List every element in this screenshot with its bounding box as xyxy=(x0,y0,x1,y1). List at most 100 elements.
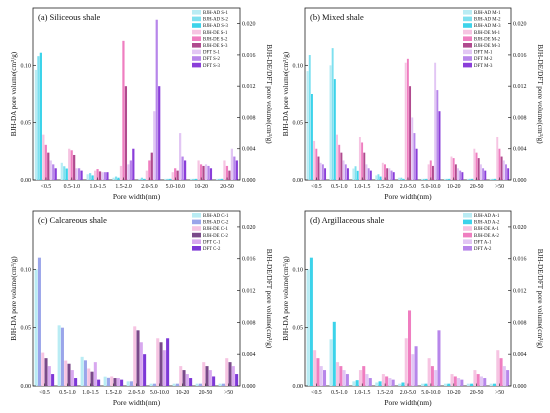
bar xyxy=(415,148,418,180)
bar xyxy=(457,168,459,180)
x-tick-label: 1.5-2.0 xyxy=(105,390,122,396)
bar xyxy=(421,178,423,180)
y-tick-label: 0.10 xyxy=(21,63,32,69)
bar xyxy=(189,378,193,386)
bar xyxy=(126,381,130,386)
bar xyxy=(453,376,457,386)
legend-swatch xyxy=(463,23,472,28)
legend-label: DFT S-1 xyxy=(203,51,220,56)
x-tick-label: 0.5-1.0 xyxy=(59,390,76,396)
bar xyxy=(404,338,408,386)
y-right-tick-label: 0.000 xyxy=(242,384,256,390)
x-tick-label: 20-50 xyxy=(199,390,213,396)
bar xyxy=(103,172,107,180)
bar xyxy=(233,156,236,180)
bar xyxy=(381,374,385,386)
bar xyxy=(158,86,161,180)
bar xyxy=(190,178,193,180)
chart-panel-2: 0.00 0.05 0.10 0.000 0.004 0.008 0.012 0.016 0.0… xyxy=(282,7,544,201)
bar xyxy=(120,379,124,386)
bar xyxy=(148,160,151,180)
bar xyxy=(355,380,359,386)
bar xyxy=(166,178,169,180)
bar xyxy=(96,169,99,180)
bar xyxy=(434,62,437,181)
bar xyxy=(475,152,478,180)
bar xyxy=(483,378,487,386)
bar xyxy=(482,168,485,180)
legend-label: BJH-DE S-3 xyxy=(203,44,228,49)
bar xyxy=(153,111,156,180)
x-tick-label: <0.5 xyxy=(311,390,322,396)
bar xyxy=(202,362,206,386)
bar xyxy=(133,326,137,386)
bar xyxy=(386,168,389,180)
bar xyxy=(112,177,115,180)
legend-label: BJH-AD S-3 xyxy=(203,24,229,29)
bar xyxy=(122,40,125,181)
x-tick-label: >50 xyxy=(495,390,504,396)
chart-title: (d) Argillaceous shale xyxy=(310,215,385,225)
bar xyxy=(398,383,402,386)
x-tick-label: 0.5-1.0 xyxy=(331,184,348,190)
legend-label: BJH-AD C-1 xyxy=(203,214,229,219)
bar xyxy=(204,164,208,180)
y-right-tick-label: 0.020 xyxy=(513,22,527,28)
legend-swatch xyxy=(463,246,472,251)
y-tick-label: 0.00 xyxy=(21,384,32,390)
bar xyxy=(425,178,428,180)
y-right-axis-label: BJH-DE/DFT pore volume(cm³/g) xyxy=(265,249,273,349)
bar xyxy=(434,370,438,386)
bar xyxy=(90,371,94,386)
bar xyxy=(114,176,118,180)
bar xyxy=(221,383,225,386)
legend-swatch xyxy=(463,226,472,231)
bar xyxy=(369,170,372,180)
bar xyxy=(87,368,91,386)
bar xyxy=(398,177,401,180)
legend-swatch xyxy=(192,10,201,15)
legend-swatch xyxy=(463,10,472,15)
legend-label: BJH-DE M-2 xyxy=(474,37,501,42)
bar xyxy=(452,158,455,180)
bar xyxy=(156,338,160,386)
chart-title: (b) Mixed shale xyxy=(310,12,364,22)
bar xyxy=(358,137,361,180)
bar xyxy=(70,150,73,180)
legend-label: DFT S-3 xyxy=(203,64,220,69)
x-axis-label: Pore width(nm) xyxy=(113,398,161,407)
bar xyxy=(492,383,497,386)
bar xyxy=(183,160,187,180)
chart-panel-4: 0.00 0.05 0.10 0.000 0.004 0.008 0.012 0.016 0.0… xyxy=(282,210,544,407)
bar xyxy=(466,383,470,386)
bar xyxy=(103,376,107,386)
legend-swatch xyxy=(463,219,472,225)
chart-panel-1: 0.00 0.05 0.10 0.000 0.004 0.008 0.012 0.016 0.0… xyxy=(10,7,273,201)
x-tick-label: <0.5 xyxy=(311,184,322,190)
bar xyxy=(499,358,503,386)
bar xyxy=(198,383,202,386)
legend-swatch xyxy=(463,49,472,55)
bar xyxy=(110,376,114,386)
bar xyxy=(378,381,382,386)
legend-label: DFT C-1 xyxy=(203,240,221,245)
legend-swatch xyxy=(192,239,201,244)
bar xyxy=(97,379,101,386)
legend-label: BJH-AD A-1 xyxy=(474,214,500,219)
bar xyxy=(498,148,501,180)
legend-swatch xyxy=(192,232,201,238)
x-tick-label: 2.0-5.0 xyxy=(128,390,145,396)
bar xyxy=(358,370,362,386)
bar xyxy=(182,370,186,386)
bar xyxy=(86,174,89,180)
bar xyxy=(391,379,395,386)
y-tick-label: 0.05 xyxy=(293,121,304,127)
bar xyxy=(308,55,311,181)
bar xyxy=(469,178,471,180)
bar xyxy=(460,379,464,386)
bar xyxy=(138,178,141,180)
bar xyxy=(324,168,327,180)
bar xyxy=(423,178,426,180)
x-tick-label: 10-20 xyxy=(447,184,461,190)
